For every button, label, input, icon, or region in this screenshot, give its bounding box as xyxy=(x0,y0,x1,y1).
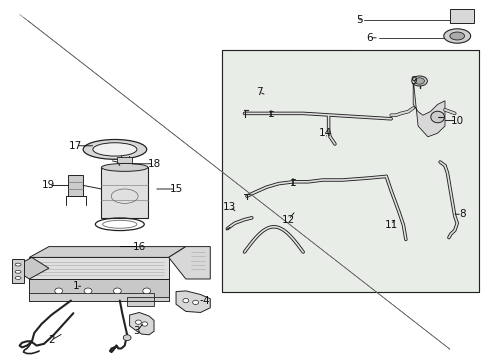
Text: 11: 11 xyxy=(384,220,397,230)
Polygon shape xyxy=(12,257,49,279)
Polygon shape xyxy=(12,259,24,283)
Text: 15: 15 xyxy=(169,184,183,194)
Circle shape xyxy=(113,288,121,294)
Ellipse shape xyxy=(15,263,21,266)
Circle shape xyxy=(142,322,147,326)
Text: 3: 3 xyxy=(133,326,140,336)
Text: 10: 10 xyxy=(450,116,463,126)
Text: 12: 12 xyxy=(281,215,295,225)
Text: 7: 7 xyxy=(255,87,262,97)
Ellipse shape xyxy=(414,78,424,84)
Text: 19: 19 xyxy=(42,180,56,190)
Ellipse shape xyxy=(430,111,444,123)
Circle shape xyxy=(142,288,150,294)
Circle shape xyxy=(84,288,92,294)
Circle shape xyxy=(55,288,62,294)
Bar xyxy=(351,4,478,50)
Bar xyxy=(102,167,147,218)
Ellipse shape xyxy=(15,276,21,279)
Polygon shape xyxy=(412,79,444,137)
Polygon shape xyxy=(29,293,168,306)
Text: 9: 9 xyxy=(409,76,416,86)
Text: 2: 2 xyxy=(48,335,55,345)
Polygon shape xyxy=(29,257,168,279)
Ellipse shape xyxy=(449,32,464,40)
Ellipse shape xyxy=(443,29,469,43)
Circle shape xyxy=(192,300,198,305)
Circle shape xyxy=(183,298,188,303)
Polygon shape xyxy=(29,247,185,257)
Circle shape xyxy=(135,320,141,324)
Ellipse shape xyxy=(93,143,137,156)
Bar xyxy=(68,175,83,196)
Polygon shape xyxy=(29,279,168,301)
Text: 18: 18 xyxy=(147,159,161,169)
Ellipse shape xyxy=(15,270,21,273)
Circle shape xyxy=(123,335,131,341)
Text: 13: 13 xyxy=(223,202,236,212)
Text: 17: 17 xyxy=(69,141,82,151)
Ellipse shape xyxy=(83,140,146,159)
Text: 4: 4 xyxy=(202,296,208,306)
Bar xyxy=(117,157,132,170)
Text: 16: 16 xyxy=(132,242,146,252)
Ellipse shape xyxy=(102,163,148,171)
Ellipse shape xyxy=(411,76,427,86)
Text: 8: 8 xyxy=(458,209,465,219)
Polygon shape xyxy=(168,247,210,279)
Text: 14: 14 xyxy=(318,128,331,138)
Text: 1: 1 xyxy=(72,281,79,291)
Polygon shape xyxy=(176,291,210,312)
Polygon shape xyxy=(129,312,154,335)
Bar xyxy=(222,50,478,292)
Bar xyxy=(449,9,473,23)
Text: 5: 5 xyxy=(355,15,362,25)
Text: 6: 6 xyxy=(365,33,372,43)
